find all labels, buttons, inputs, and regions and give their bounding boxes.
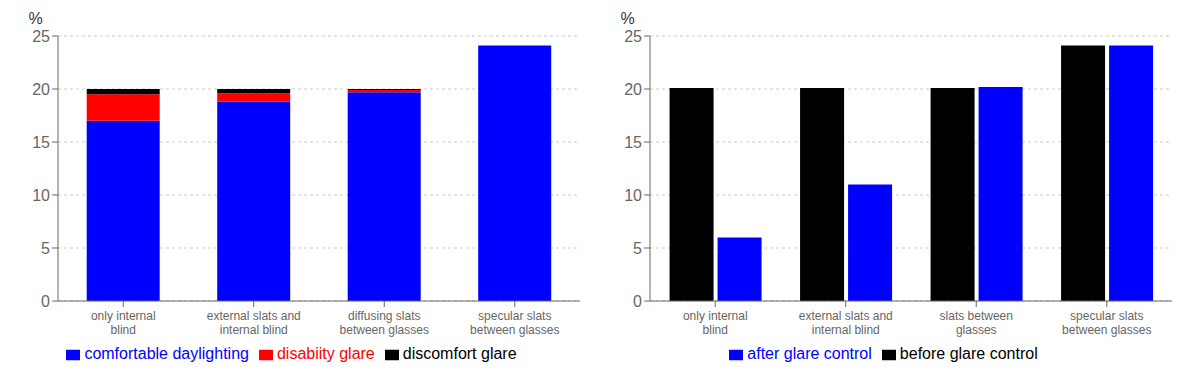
html-text:disabiity glare: disabiity glare (276, 345, 375, 362)
svg-text:%: % (28, 10, 42, 27)
html-text:before glare control: before glare control (899, 345, 1038, 362)
svg-text:%: % (620, 10, 634, 27)
svg-text:10: 10 (624, 187, 642, 204)
svg-text:25: 25 (32, 28, 50, 45)
svg-text:5: 5 (633, 240, 642, 257)
html-text:after glare control: after glare control (747, 345, 872, 362)
svg-text:10: 10 (32, 187, 50, 204)
svg-text:0: 0 (41, 293, 50, 310)
svg-text:15: 15 (624, 134, 642, 151)
svg-text:external slats andinternal bli: external slats andinternal blind (207, 309, 301, 337)
html-text:discomfort glare: discomfort glare (402, 345, 517, 362)
svg-text:specular slatsbetween glasses: specular slatsbetween glasses (470, 309, 559, 337)
svg-text:only internalblind: only internalblind (683, 309, 748, 337)
svg-text:20: 20 (624, 81, 642, 98)
svg-text:only internalblind: only internalblind (91, 309, 156, 337)
svg-text:25: 25 (624, 28, 642, 45)
svg-text:diffusing slatsbetween glasses: diffusing slatsbetween glasses (340, 309, 429, 337)
svg-text:external slats andinternal bli: external slats andinternal blind (799, 309, 893, 337)
svg-text:0: 0 (633, 293, 642, 310)
html-text:comfortable daylighting: comfortable daylighting (84, 345, 249, 362)
svg-text:15: 15 (32, 134, 50, 151)
svg-text:specular slatsbetween glasses: specular slatsbetween glasses (1062, 309, 1151, 337)
svg-text:5: 5 (41, 240, 50, 257)
svg-text:slats betweenglasses: slats betweenglasses (940, 309, 1013, 337)
svg-text:20: 20 (32, 81, 50, 98)
